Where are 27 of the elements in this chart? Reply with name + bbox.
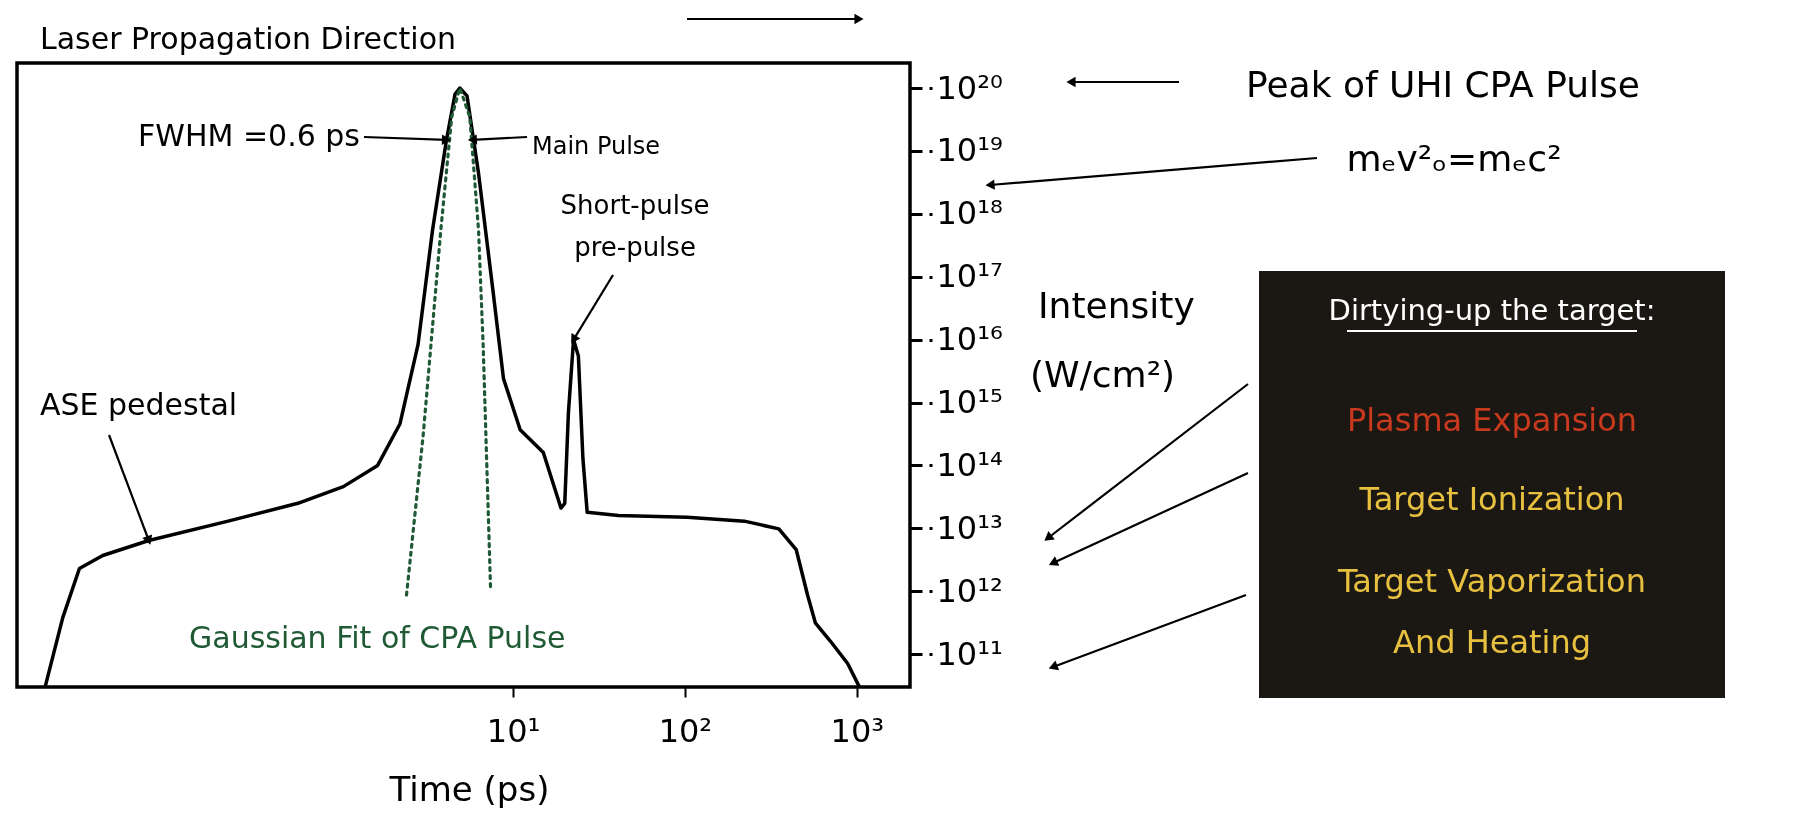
y-tick-label: 10¹³: [936, 508, 1003, 547]
annotation: Short-pulse pre-pulse: [560, 190, 710, 262]
annotation: FWHM =0.6 ps: [138, 118, 360, 153]
y-tick-label: 10¹⁵: [936, 383, 1003, 422]
text: Plasma Expansion: [1346, 401, 1638, 439]
annotation: Main Pulse: [532, 132, 661, 160]
text: Laser Propagation Direction: [40, 21, 457, 56]
text: Target Ionization: [1358, 480, 1625, 518]
y-tick-label: 10²⁰: [936, 68, 1003, 107]
y-tick-label: 10¹⁸: [936, 194, 1003, 233]
y-tick-label: 10¹⁴: [936, 445, 1003, 484]
text: Peak of UHI CPA Pulse: [1246, 64, 1640, 105]
x-tick-label: 10³: [830, 711, 885, 750]
x-tick-label: 10¹: [486, 711, 541, 750]
y-tick-label: 10¹⁶: [936, 320, 1003, 359]
text: Dirtying-up the target:: [1328, 293, 1656, 327]
annotation: ASE pedestal: [40, 387, 238, 422]
y-tick-label: 10¹¹: [936, 634, 1003, 673]
x-axis-title: Time (ps): [388, 768, 550, 809]
text: Target Vaporization And Heating: [1337, 562, 1646, 661]
y-tick-label: 10¹⁹: [936, 131, 1003, 170]
y-tick-label: 10¹²: [936, 571, 1003, 610]
y-tick-label: 10¹⁷: [936, 257, 1003, 296]
series-label: Gaussian Fit of CPA Pulse: [189, 620, 566, 655]
x-tick-label: 10²: [658, 711, 713, 750]
text: mₑv²ₒ=mₑc²: [1346, 138, 1562, 179]
y-axis-title: Intensity (W/cm²): [1030, 285, 1195, 395]
